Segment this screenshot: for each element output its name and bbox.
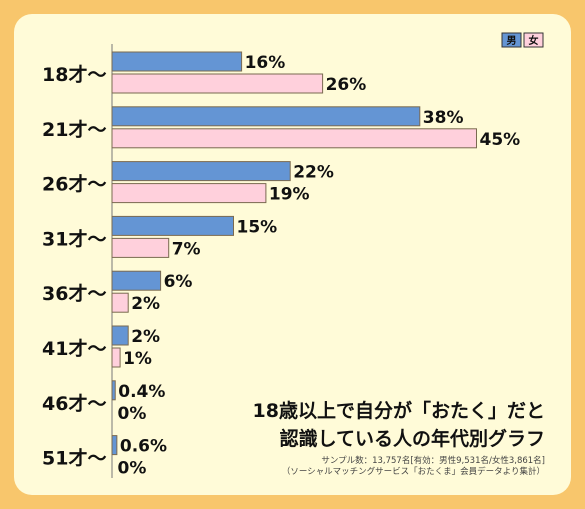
value-label: 45% — [480, 130, 521, 150]
category-label: 26才～ — [42, 173, 106, 196]
value-label: 26% — [326, 75, 367, 95]
legend-swatch-male — [501, 32, 522, 48]
bar-male — [111, 51, 243, 72]
bar-female — [111, 128, 477, 149]
bar-male — [111, 270, 162, 291]
value-label: 15% — [237, 217, 278, 237]
value-label: 38% — [423, 108, 464, 128]
value-label: 22% — [293, 163, 334, 183]
value-label: 2% — [131, 327, 160, 347]
value-label: 16% — [245, 53, 286, 73]
value-label: 19% — [269, 185, 310, 205]
chart-title-line-1: 18歳以上で自分が「おたく」だと — [252, 400, 545, 422]
bar-female — [111, 292, 129, 313]
value-label: 0% — [118, 459, 147, 479]
category-label: 31才～ — [42, 227, 106, 250]
legend-label-male: 男 — [507, 35, 517, 47]
category-label: 51才～ — [42, 447, 106, 470]
value-label: 2% — [131, 294, 160, 314]
value-label: 0.4% — [118, 382, 165, 402]
chart-title-line-2: 認識している人の年代別グラフ — [279, 428, 545, 450]
bar-male — [111, 325, 129, 346]
sample-note-line-1: サンプル数：13,757名[有効：男性9,531名/女性3,861名] — [321, 456, 545, 466]
value-label: 1% — [123, 349, 152, 369]
bar-male — [111, 106, 421, 127]
bar-male — [111, 380, 116, 401]
bar-male — [111, 435, 118, 456]
category-label: 18才～ — [42, 63, 106, 86]
value-label: 0.6% — [120, 437, 167, 457]
sample-note-line-2: （ソーシャルマッチングサービス「おたくま」会員データより集計） — [281, 467, 545, 477]
chart-title: 18歳以上で自分が「おたく」だと 認識している人の年代別グラフ — [200, 397, 545, 453]
bar-female — [111, 183, 267, 204]
category-label: 46才～ — [42, 392, 106, 415]
bar-female — [111, 73, 324, 94]
value-label: 7% — [172, 239, 201, 259]
value-label: 0% — [118, 404, 147, 424]
value-label: 6% — [164, 272, 193, 292]
legend-label-female: 女 — [529, 34, 539, 47]
category-label: 21才～ — [42, 118, 106, 141]
sample-note: サンプル数：13,757名[有効：男性9,531名/女性3,861名] （ソーシ… — [240, 456, 545, 478]
bar-female — [111, 347, 121, 368]
bar-male — [111, 215, 234, 236]
category-label: 36才～ — [42, 282, 106, 305]
bar-female — [111, 237, 170, 258]
bar-male — [111, 161, 291, 182]
category-label: 41才～ — [42, 337, 106, 360]
chart-panel — [14, 14, 571, 495]
legend-swatch-female — [523, 32, 544, 48]
